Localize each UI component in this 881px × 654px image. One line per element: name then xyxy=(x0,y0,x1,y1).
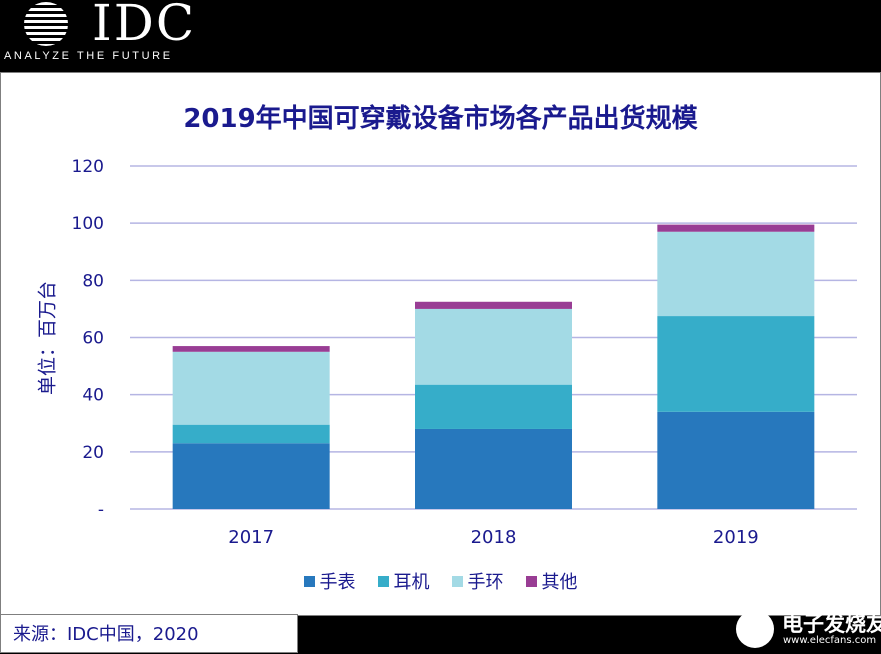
bar-2018-series-1 xyxy=(415,384,572,429)
source-note: 来源：IDC中国，2020 xyxy=(0,614,298,653)
bar-2019-series-2 xyxy=(657,231,815,317)
legend-item: 手环 xyxy=(451,568,504,594)
bar-2019-series-3 xyxy=(657,224,815,232)
watermark-logo-icon xyxy=(736,610,774,648)
bar-2018-series-3 xyxy=(415,301,572,309)
chart-title: 2019年中国可穿戴设备市场各产品出货规模 xyxy=(183,104,698,134)
y-tick-label: 80 xyxy=(82,271,104,291)
y-tick-label: 20 xyxy=(82,443,104,463)
legend-label: 手环 xyxy=(467,572,504,593)
legend-swatch xyxy=(451,575,463,587)
header: IDC ANALYZE THE FUTURE xyxy=(0,0,881,72)
legend-swatch xyxy=(377,575,389,587)
bar-2019-series-0 xyxy=(657,411,815,509)
bar-2017-series-3 xyxy=(172,346,330,352)
x-tick-label: 2019 xyxy=(713,527,759,548)
x-tick-label: 2017 xyxy=(228,527,274,548)
y-tick-label: 100 xyxy=(72,214,104,234)
bar-2018-series-0 xyxy=(415,428,572,509)
y-tick-label: - xyxy=(98,500,104,520)
bar-2018-series-2 xyxy=(415,308,572,385)
legend-item: 耳机 xyxy=(377,568,430,594)
watermark-url: www.elecfans.com xyxy=(783,635,877,646)
y-tick-label: 60 xyxy=(82,329,104,349)
legend-label: 手表 xyxy=(319,572,356,593)
bar-2017-series-1 xyxy=(172,424,330,444)
legend-item: 手表 xyxy=(303,568,356,594)
bar-2019-series-1 xyxy=(657,316,815,412)
y-tick-label: 40 xyxy=(82,386,104,406)
legend-swatch xyxy=(525,575,537,587)
legend-swatch xyxy=(303,575,315,587)
legend-label: 耳机 xyxy=(393,572,430,593)
legend-item: 其他 xyxy=(525,568,578,594)
legend-label: 其他 xyxy=(541,572,578,593)
globe-logo-icon xyxy=(24,2,68,46)
y-tick-label: 120 xyxy=(72,157,104,177)
chart-legend: 手表 耳机 手环 其他 xyxy=(0,568,881,594)
x-tick-label: 2018 xyxy=(471,527,517,548)
bar-2017-series-2 xyxy=(172,351,330,425)
bar-2017-series-0 xyxy=(172,443,330,509)
logo-wordmark: IDC xyxy=(92,0,197,52)
logo-tagline: ANALYZE THE FUTURE xyxy=(4,50,173,62)
watermark-text: 电子发烧友 xyxy=(782,612,881,636)
